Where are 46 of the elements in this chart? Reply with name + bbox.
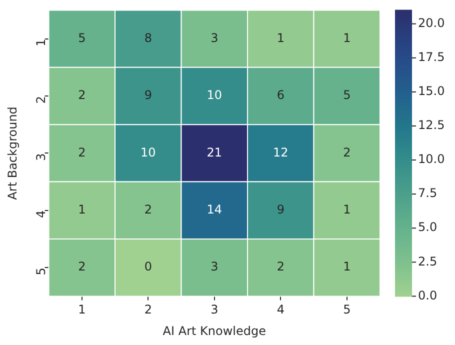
color-bar-label: 7.5 (418, 186, 438, 200)
data-label: 2 (144, 202, 152, 217)
data-label: 9 (144, 88, 152, 102)
color-bar-label: 15.0 (418, 84, 445, 98)
color-bar-label: 17.5 (418, 50, 445, 64)
color-bar-label: 2.5 (418, 254, 438, 268)
x-tick-label: 2 (144, 302, 152, 317)
y-tick-label: 5 (34, 268, 48, 276)
x-tick-label: 4 (276, 302, 284, 317)
y-axis-title: Art Background (5, 106, 20, 200)
data-label: 12 (273, 145, 288, 160)
data-label: 10 (140, 145, 156, 160)
data-label: 1 (343, 30, 351, 45)
data-label: 10 (206, 88, 222, 102)
data-label: 5 (78, 30, 86, 45)
color-bar-label: 12.5 (418, 118, 445, 132)
data-label: 2 (343, 145, 351, 160)
data-label: 2 (78, 88, 86, 102)
data-label: 2 (276, 260, 284, 274)
data-label: 3 (210, 30, 218, 45)
color-bar-label: 0.0 (418, 288, 438, 302)
x-tick-label: 3 (210, 302, 218, 317)
data-label: 21 (206, 145, 222, 160)
y-tick-label: 3 (34, 153, 48, 161)
data-label: 0 (144, 260, 152, 274)
data-label: 1 (276, 30, 284, 45)
color-bar-label: 10.0 (418, 152, 445, 166)
data-label: 2 (78, 260, 86, 274)
y-tick-label: 2 (34, 96, 48, 104)
y-tick-label: 4 (34, 210, 48, 218)
data-label: 3 (210, 260, 218, 274)
y-tick-label: 1 (34, 38, 48, 46)
x-tick-label: 1 (78, 302, 86, 317)
x-axis-title: AI Art Knowledge (162, 324, 266, 338)
data-label: 1 (78, 202, 86, 217)
data-label: 1 (343, 202, 351, 217)
data-label: 1 (343, 260, 351, 274)
data-label: 6 (276, 88, 284, 102)
data-label: 14 (206, 202, 222, 217)
x-tick-label: 5 (343, 302, 351, 317)
color-bar-label: 5.0 (418, 220, 438, 234)
data-label: 9 (276, 202, 284, 217)
data-label: 8 (144, 30, 152, 45)
data-label: 5 (343, 88, 351, 102)
color-bar-label: 20.0 (418, 16, 445, 30)
data-label: 2 (78, 145, 86, 160)
